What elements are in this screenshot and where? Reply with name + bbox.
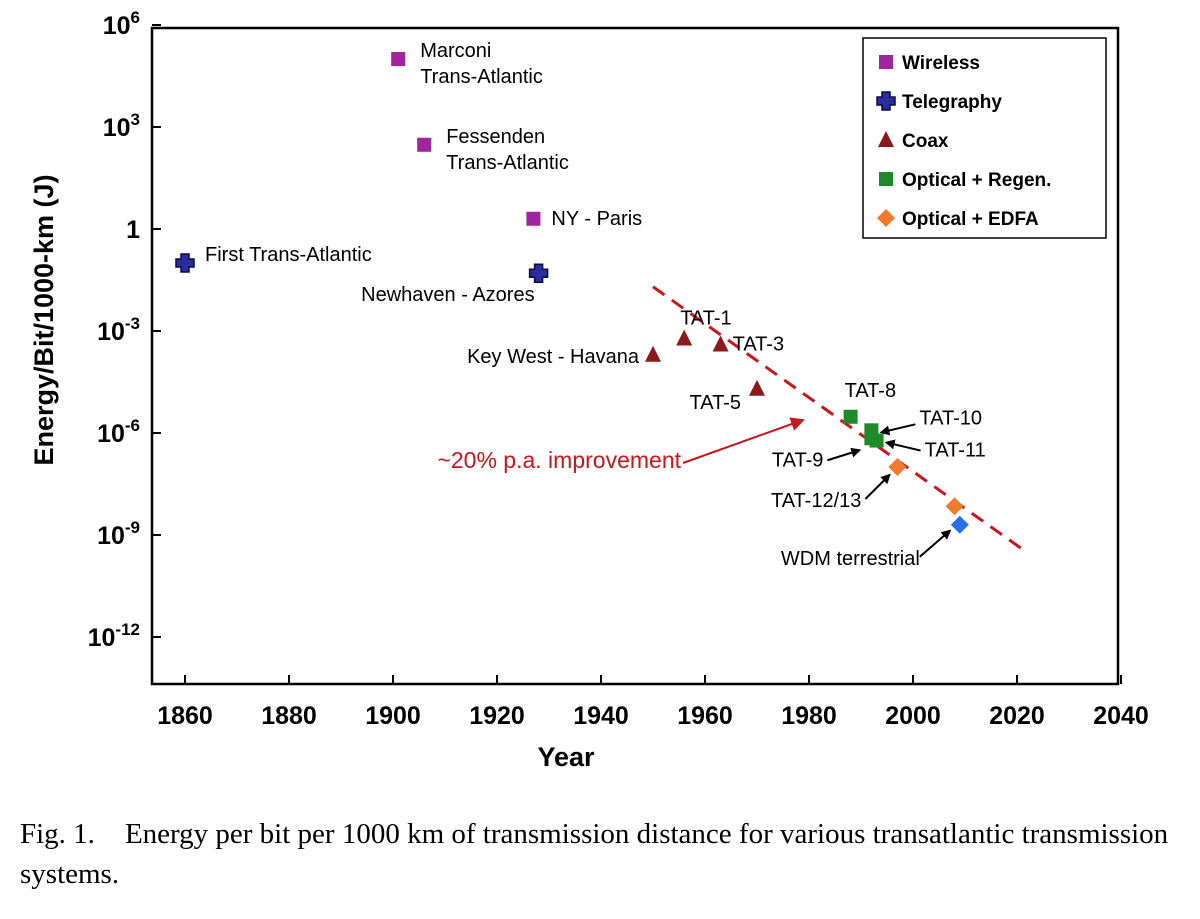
data-points — [175, 52, 969, 534]
y-tick-base: 10 — [88, 624, 116, 652]
legend: Wireless Telegraphy Coax Optical + Regen. Op… — [862, 37, 1107, 239]
point-label: Marconi Trans-Atlantic — [420, 40, 543, 88]
x-tick-label: 1880 — [261, 702, 317, 730]
data-point — [843, 409, 858, 424]
data-point — [864, 431, 879, 446]
point-label: Key West - Havana — [467, 346, 640, 368]
caption-number: Fig. 1. — [20, 818, 95, 850]
figure-caption: Fig. 1. Energy per bit per 1000 km of tra… — [20, 814, 1180, 894]
data-point — [417, 137, 432, 152]
data-point — [749, 379, 765, 396]
y-tick-label: 1 — [126, 216, 140, 244]
data-point — [676, 329, 693, 346]
legend-label: Optical + EDFA — [902, 209, 1039, 230]
point-label: TAT-11 — [925, 440, 986, 462]
point-labels: Marconi Trans-Atlantic Fessenden Trans-Atla… — [205, 40, 986, 570]
data-point — [526, 211, 541, 226]
point-label: TAT-9 — [772, 449, 823, 471]
legend-marker — [876, 91, 896, 111]
data-point — [175, 253, 195, 273]
legend-label: Telegraphy — [902, 92, 1002, 113]
y-tick-exponent: -6 — [125, 416, 140, 435]
point-label: TAT-8 — [845, 380, 896, 402]
legend-marker — [878, 131, 894, 147]
x-tick-label: 2020 — [989, 702, 1045, 730]
y-tick-exponent: -9 — [125, 518, 140, 537]
annotation-arrow — [827, 447, 862, 462]
y-tick-label: 10-3 — [97, 314, 140, 346]
y-tick-base: 10 — [103, 12, 131, 40]
y-tick-exponent: -12 — [115, 620, 140, 639]
x-tick-label: 1980 — [781, 702, 837, 730]
x-tick-label: 1920 — [469, 702, 525, 730]
chart: 1860 1880 1900 1920 1940 1960 1980 2000 2020 2040… — [29, 8, 1149, 772]
data-point — [712, 335, 729, 352]
improvement-label: ~20% p.a. improvement — [437, 447, 681, 473]
y-tick-exponent: -3 — [125, 314, 140, 333]
point-label: TAT-5 — [690, 392, 741, 414]
x-tick-label: 1860 — [157, 702, 213, 730]
annotation-arrow — [682, 417, 805, 464]
legend-label: Coax — [902, 131, 949, 152]
y-tick-label: 103 — [103, 110, 140, 142]
legend-label: Optical + Regen. — [902, 170, 1051, 191]
data-point — [945, 497, 964, 516]
x-axis-title: Year — [537, 742, 595, 772]
data-point — [950, 515, 969, 534]
annotation-arrow — [919, 529, 952, 558]
y-tick-base: 1 — [126, 216, 140, 244]
annotation-arrow — [879, 423, 916, 436]
legend-label: Wireless — [902, 53, 980, 74]
y-tick-label: 10-9 — [97, 518, 140, 550]
x-tick-label: 1960 — [677, 702, 733, 730]
point-label: TAT-3 — [733, 334, 784, 356]
point-label: Newhaven - Azores — [361, 284, 534, 306]
point-label: WDM terrestrial — [781, 548, 920, 570]
x-tick-label: 1940 — [573, 702, 629, 730]
y-tick-base: 10 — [103, 114, 131, 142]
y-axis-title: Energy/Bit/1000-km (J) — [29, 174, 59, 465]
legend-marker — [877, 209, 895, 227]
legend-box — [862, 37, 1107, 239]
point-label: TAT-12/13 — [771, 490, 861, 512]
point-label: NY - Paris — [551, 208, 642, 230]
point-label: Fessenden Trans-Atlantic — [446, 126, 569, 174]
y-tick-label: 10-12 — [88, 620, 140, 652]
data-point — [645, 345, 661, 362]
x-tick-label: 2040 — [1093, 702, 1149, 730]
y-tick-exponent: 6 — [131, 8, 140, 27]
point-label: First Trans-Atlantic — [205, 244, 372, 266]
point-label: TAT-1 — [680, 308, 731, 330]
y-tick-label: 106 — [103, 8, 140, 40]
y-tick-base: 10 — [97, 420, 125, 448]
x-axis: 1860 1880 1900 1920 1940 1960 1980 2000 2020 2040 — [157, 675, 1149, 730]
trend-line — [652, 285, 1029, 555]
plot-area — [150, 26, 1120, 686]
trend-line-path — [652, 285, 1029, 555]
point-label: TAT-10 — [919, 407, 982, 429]
x-tick-label: 1900 — [365, 702, 421, 730]
data-point — [391, 52, 406, 66]
y-tick-label: 10-6 — [97, 416, 140, 448]
legend-marker — [879, 172, 893, 186]
caption-text: Energy per bit per 1000 km of transmissi… — [20, 818, 1169, 890]
legend-marker — [879, 55, 893, 69]
y-tick-base: 10 — [97, 522, 125, 550]
annotation-arrow — [864, 473, 891, 500]
x-tick-label: 2000 — [885, 702, 941, 730]
y-tick-base: 10 — [97, 318, 125, 346]
annotation-arrow — [884, 439, 921, 452]
annotation-arrows — [682, 417, 952, 558]
data-point — [888, 458, 907, 476]
data-point — [528, 263, 549, 283]
y-tick-exponent: 3 — [131, 110, 140, 129]
